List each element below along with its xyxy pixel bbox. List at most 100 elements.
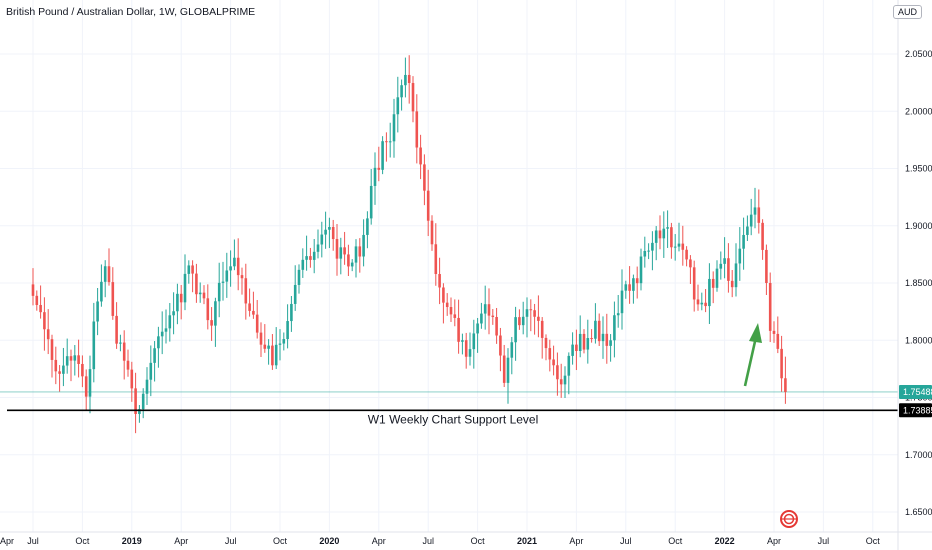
x-tick-label: 2020 — [319, 536, 339, 546]
candle-body — [65, 356, 69, 366]
candle-body — [457, 317, 460, 342]
candle-body — [613, 315, 616, 341]
candle-body — [179, 293, 183, 303]
candle-body — [563, 375, 567, 385]
candle-body — [780, 348, 783, 379]
candle-body — [176, 293, 179, 312]
candle-body — [423, 164, 426, 191]
candle-body — [217, 282, 221, 302]
candle-body — [84, 376, 88, 397]
candle-body — [419, 147, 422, 165]
candle-body — [559, 379, 563, 385]
candle-body — [628, 284, 631, 291]
candle-body — [518, 317, 521, 326]
candle-body — [233, 257, 236, 267]
candle-body — [544, 337, 548, 349]
candle-body — [259, 332, 263, 345]
candle-body — [415, 111, 419, 148]
candle-body — [624, 284, 628, 291]
candle-body — [206, 298, 210, 321]
candle-body — [746, 226, 749, 235]
candle-body — [552, 359, 555, 366]
candle-body — [316, 244, 320, 252]
candle-body — [248, 303, 251, 311]
currency-button[interactable]: AUD — [892, 5, 922, 19]
candle-body — [639, 256, 643, 284]
candle-body — [271, 345, 274, 366]
candle-body — [187, 265, 191, 274]
candle-body — [727, 258, 730, 281]
candle-body — [700, 302, 704, 305]
candle-body — [689, 259, 692, 268]
candle-body — [46, 329, 50, 340]
candle-body — [601, 333, 605, 342]
candle-body — [411, 83, 415, 112]
candle-body — [305, 256, 308, 260]
candle-body — [673, 246, 677, 248]
x-tick-label: Oct — [273, 536, 288, 546]
candle-body — [160, 331, 164, 337]
candle-body — [407, 74, 411, 84]
candle-body — [362, 234, 365, 257]
candle-body — [278, 343, 282, 345]
candle-body — [643, 250, 647, 257]
candle-body — [255, 314, 259, 333]
x-tick-label: Apr — [174, 536, 188, 546]
candle-body — [198, 292, 202, 295]
candle-body — [81, 363, 84, 377]
candle-body — [31, 284, 35, 296]
candle-body — [69, 356, 73, 361]
candle-body — [711, 278, 715, 288]
support-annotation: W1 Weekly Chart Support Level — [368, 412, 539, 426]
candle-body — [654, 230, 658, 243]
candle-body — [719, 263, 723, 269]
candle-body — [164, 328, 168, 332]
candle-body — [96, 301, 99, 322]
candle-body — [282, 339, 286, 344]
x-tick-label: 2021 — [517, 536, 537, 546]
candle-body — [487, 304, 491, 316]
arrow-layer — [743, 323, 762, 387]
y-tick-label: 1.65000 — [905, 507, 932, 517]
candle-body — [138, 409, 141, 414]
candle-body — [62, 365, 65, 374]
candle-body — [134, 388, 137, 414]
candle-body — [73, 355, 77, 361]
candle-body — [400, 85, 403, 98]
x-tick-label: 2022 — [715, 536, 735, 546]
candle-body — [153, 348, 156, 363]
candle-body — [107, 266, 111, 283]
candle-body — [784, 378, 787, 392]
candle-body — [347, 254, 350, 267]
candle-body — [742, 234, 745, 249]
up-arrow-shaft — [743, 336, 758, 387]
candle-body — [525, 309, 529, 317]
candle-body — [301, 259, 305, 270]
candle-body — [658, 230, 662, 239]
candle-body — [597, 320, 601, 342]
candle-body — [647, 250, 650, 252]
candle-body — [445, 302, 449, 308]
candle-body — [582, 333, 586, 350]
candle-body — [366, 218, 369, 235]
candle-body — [662, 228, 666, 239]
candle-body — [369, 185, 373, 219]
x-tick-label: Jul — [620, 536, 632, 546]
candle-body — [468, 349, 472, 357]
candle-body — [666, 227, 669, 229]
candle-body — [195, 273, 198, 295]
x-tick-label: Jul — [422, 536, 434, 546]
y-tick-label: 1.90000 — [905, 221, 932, 231]
candle-body — [537, 316, 540, 321]
candle-body — [616, 313, 620, 316]
candle-body — [730, 280, 734, 288]
candle-body — [430, 220, 434, 245]
candle-body — [263, 344, 267, 349]
candle-body — [236, 257, 240, 276]
candle-body — [704, 302, 707, 307]
candle-body — [191, 265, 194, 274]
candle-body — [324, 229, 327, 235]
last-price-label: 1.75488 — [903, 387, 932, 397]
